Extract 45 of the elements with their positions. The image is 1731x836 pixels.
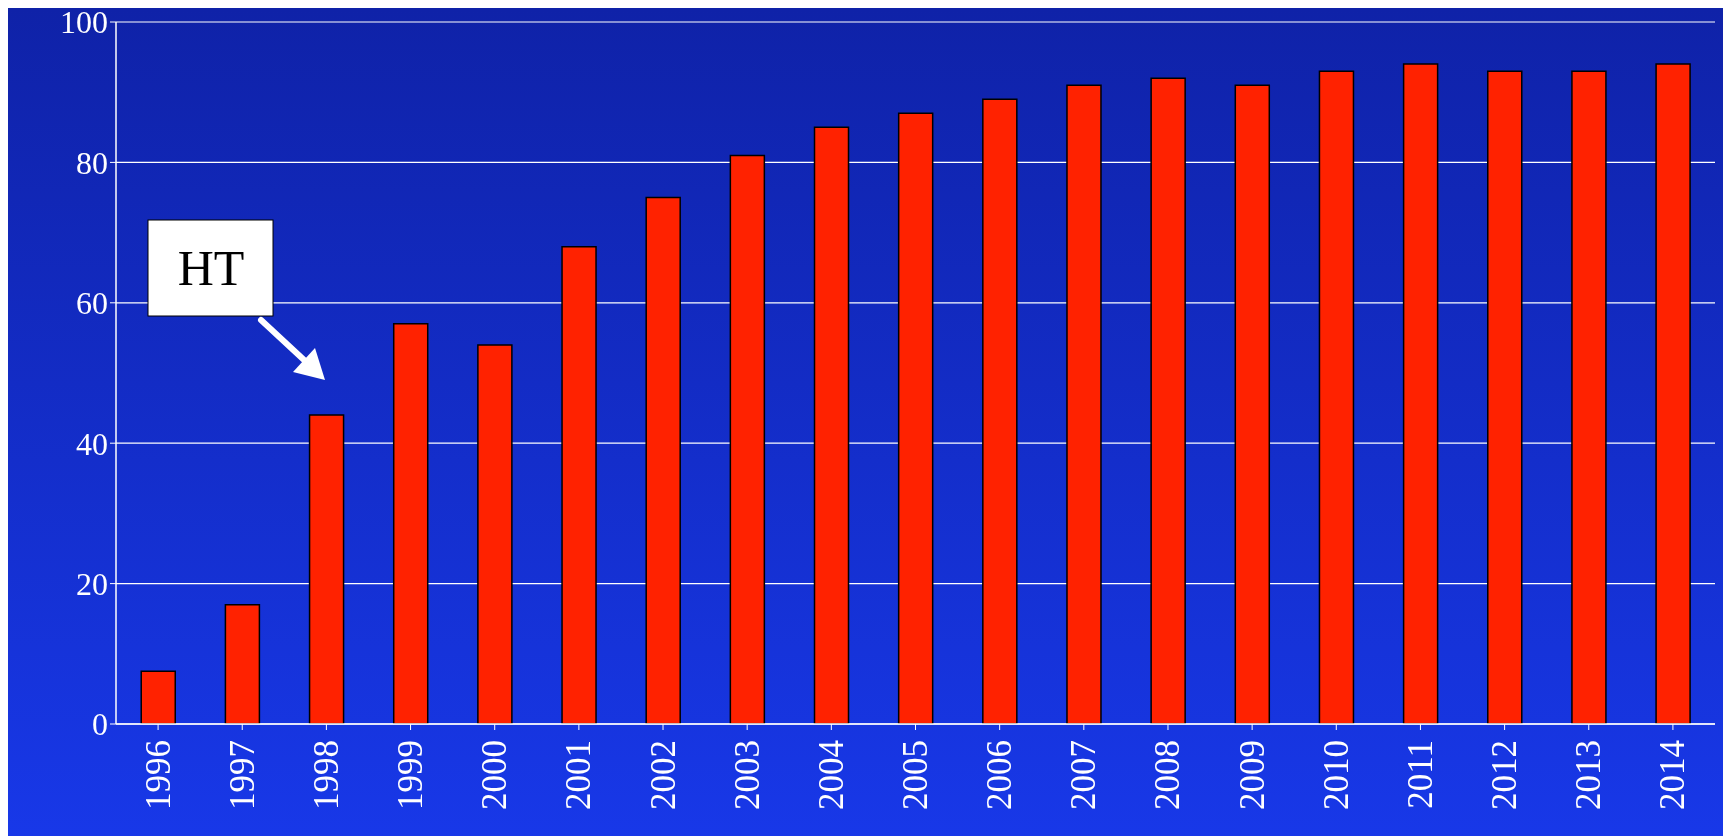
bar [1655, 63, 1691, 724]
x-tick-label: 1999 [391, 740, 431, 810]
x-tick-label: 2005 [896, 740, 935, 810]
bar [1234, 84, 1271, 724]
bar [982, 98, 1018, 724]
bar [813, 126, 850, 724]
x-tick-label: 1998 [306, 740, 346, 810]
bar [1487, 70, 1523, 724]
bar [392, 323, 429, 724]
bar [645, 196, 681, 724]
y-tick-label: 0 [92, 706, 108, 743]
bar [897, 112, 934, 724]
x-tick-label: 2010 [1316, 740, 1356, 810]
y-tick-label: 40 [76, 425, 108, 462]
bar [224, 603, 261, 724]
bar [308, 414, 345, 724]
x-tick-label: 1997 [222, 740, 262, 810]
x-tick-label: 2014 [1653, 740, 1693, 810]
bar [1402, 63, 1439, 724]
y-tick-label: 80 [76, 144, 108, 181]
bar [1066, 84, 1102, 724]
x-tick-label: 2006 [980, 740, 1020, 810]
x-tick-label: 2003 [727, 740, 767, 810]
annotation: HT [177, 240, 245, 296]
x-tick-label: 2004 [811, 740, 851, 810]
y-tick-label: 20 [76, 565, 108, 602]
y-tick-label: 60 [76, 285, 108, 322]
x-tick-label: 2011 [1400, 740, 1440, 809]
bar [140, 670, 176, 724]
x-tick-label: 1996 [138, 740, 178, 810]
bar [477, 344, 513, 724]
x-tick-label: 2000 [475, 740, 515, 810]
x-tick-label: 2002 [643, 740, 683, 810]
bar [561, 245, 597, 724]
x-tick-label: 2008 [1148, 740, 1188, 810]
x-tick-label: 2007 [1064, 740, 1104, 810]
bar [1571, 70, 1607, 724]
bar [1318, 70, 1355, 724]
bar [729, 154, 766, 724]
x-tick-label: 2009 [1232, 740, 1272, 810]
x-tick-label: 2012 [1485, 740, 1525, 810]
y-tick-label: 100 [60, 4, 108, 41]
bar [1150, 77, 1186, 724]
x-tick-label: 2013 [1569, 740, 1609, 810]
x-tick-label: 2001 [559, 740, 599, 810]
